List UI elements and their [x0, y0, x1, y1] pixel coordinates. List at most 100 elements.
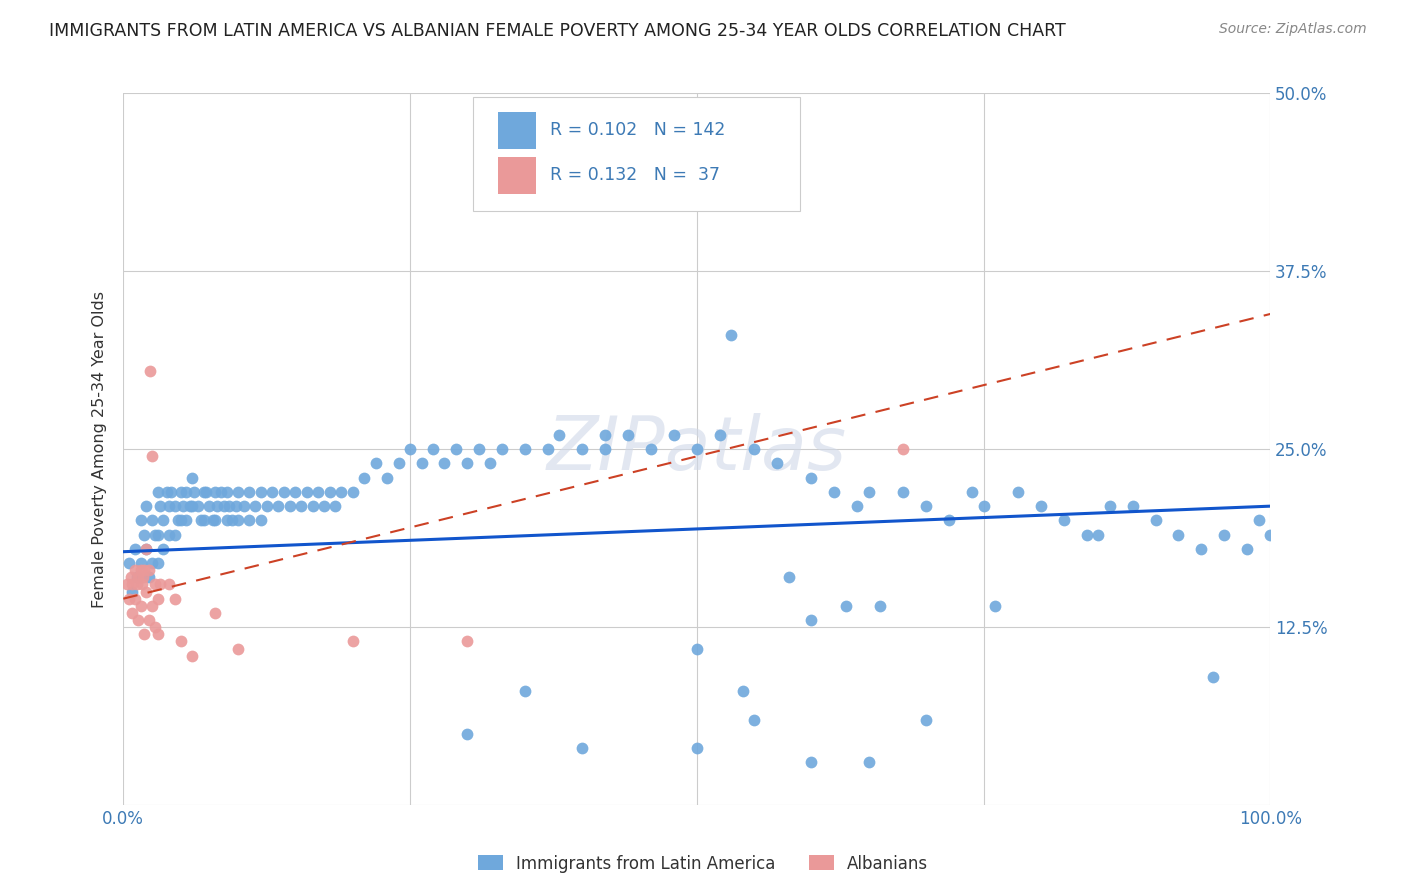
Point — [640, 442, 662, 457]
Point — [325, 499, 347, 513]
Point — [891, 442, 914, 457]
Point — [120, 570, 142, 584]
Point — [709, 428, 731, 442]
Point — [124, 591, 146, 606]
Point — [846, 499, 869, 513]
Point — [138, 364, 160, 378]
Point — [312, 499, 335, 513]
Point — [204, 606, 226, 620]
Point — [152, 513, 174, 527]
Point — [1076, 527, 1098, 541]
Point — [891, 484, 914, 499]
Point — [433, 457, 456, 471]
Point — [1213, 527, 1236, 541]
Point — [121, 584, 143, 599]
Point — [156, 484, 179, 499]
Point — [181, 471, 204, 485]
Point — [353, 471, 375, 485]
Point — [169, 634, 191, 648]
Text: ZIPatlas: ZIPatlas — [547, 413, 846, 485]
Point — [267, 499, 290, 513]
Point — [226, 513, 249, 527]
Point — [157, 577, 180, 591]
Point — [238, 484, 260, 499]
Point — [145, 620, 167, 634]
Point — [121, 577, 143, 591]
Point — [118, 591, 141, 606]
Point — [167, 513, 190, 527]
Point — [422, 442, 444, 457]
Point — [444, 442, 467, 457]
Point — [138, 570, 160, 584]
Point — [132, 627, 155, 641]
Point — [800, 756, 823, 770]
Point — [146, 627, 169, 641]
Point — [183, 484, 205, 499]
Y-axis label: Female Poverty Among 25-34 Year Olds: Female Poverty Among 25-34 Year Olds — [93, 291, 107, 607]
Point — [118, 556, 141, 570]
Point — [190, 513, 212, 527]
Point — [456, 634, 478, 648]
Point — [176, 513, 198, 527]
Point — [468, 442, 491, 457]
Point — [301, 499, 323, 513]
Point — [800, 613, 823, 627]
Point — [479, 457, 502, 471]
Point — [129, 556, 152, 570]
Point — [720, 328, 742, 343]
Point — [209, 484, 232, 499]
Point — [135, 541, 157, 556]
Point — [513, 442, 536, 457]
Point — [250, 513, 273, 527]
Point — [152, 541, 174, 556]
Point — [181, 499, 204, 513]
Point — [869, 599, 891, 613]
Point — [1098, 499, 1121, 513]
Point — [617, 428, 640, 442]
Point — [1144, 513, 1167, 527]
Point — [145, 577, 167, 591]
Point — [232, 499, 254, 513]
Point — [686, 442, 709, 457]
Point — [141, 513, 163, 527]
Point — [129, 563, 152, 577]
Point — [800, 471, 823, 485]
Point — [686, 741, 709, 756]
Point — [456, 727, 478, 741]
Point — [141, 599, 163, 613]
Point — [1007, 484, 1029, 499]
Point — [766, 457, 789, 471]
Point — [290, 499, 312, 513]
Point — [131, 577, 153, 591]
Point — [163, 527, 186, 541]
Point — [411, 457, 433, 471]
Point — [686, 641, 709, 656]
Point — [915, 499, 938, 513]
Point — [593, 442, 616, 457]
Point — [278, 499, 301, 513]
Point — [132, 527, 155, 541]
Point — [973, 499, 995, 513]
Point — [593, 428, 616, 442]
Point — [172, 499, 194, 513]
Point — [157, 499, 180, 513]
Point — [149, 499, 172, 513]
Point — [375, 471, 398, 485]
Point — [163, 591, 186, 606]
Point — [193, 484, 215, 499]
Point — [731, 684, 754, 698]
Point — [132, 570, 155, 584]
Point — [125, 570, 148, 584]
Point — [160, 484, 183, 499]
Point — [141, 450, 163, 464]
Point — [135, 584, 157, 599]
Point — [662, 428, 685, 442]
Point — [628, 129, 651, 144]
Point — [125, 577, 148, 591]
Point — [141, 556, 163, 570]
Point — [157, 527, 180, 541]
Point — [984, 599, 1007, 613]
Point — [858, 756, 880, 770]
Point — [204, 513, 226, 527]
Point — [132, 563, 155, 577]
